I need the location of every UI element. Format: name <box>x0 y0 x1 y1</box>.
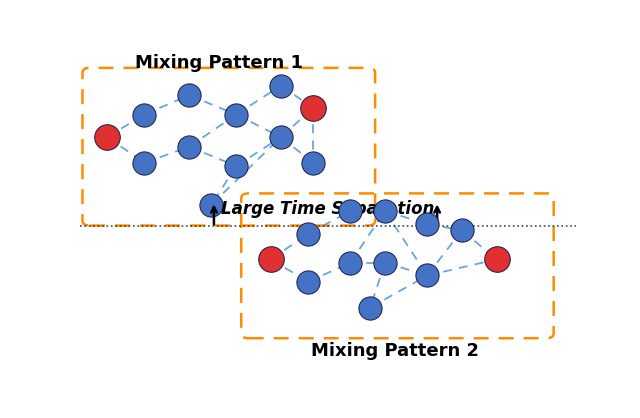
Text: Mixing Pattern 2: Mixing Pattern 2 <box>311 342 479 360</box>
Point <box>140 160 150 166</box>
Point <box>231 163 241 169</box>
Point <box>380 259 390 266</box>
Point <box>266 256 276 263</box>
Point <box>457 227 467 234</box>
Point <box>206 201 216 208</box>
Point <box>140 111 150 118</box>
Point <box>308 160 318 166</box>
Point <box>303 230 314 237</box>
Text: Large Time Separation: Large Time Separation <box>221 200 435 218</box>
Point <box>184 92 195 99</box>
Point <box>345 259 355 266</box>
Point <box>380 208 390 214</box>
Point <box>276 134 286 140</box>
Point <box>422 272 433 279</box>
Point <box>102 134 113 140</box>
Point <box>276 82 286 89</box>
Point <box>303 278 314 285</box>
Point <box>365 304 375 311</box>
Point <box>184 143 195 150</box>
Point <box>422 221 433 227</box>
Point <box>492 256 502 263</box>
Text: Mixing Pattern 1: Mixing Pattern 1 <box>134 54 303 72</box>
Point <box>308 105 318 112</box>
Point <box>231 111 241 118</box>
Point <box>345 208 355 214</box>
